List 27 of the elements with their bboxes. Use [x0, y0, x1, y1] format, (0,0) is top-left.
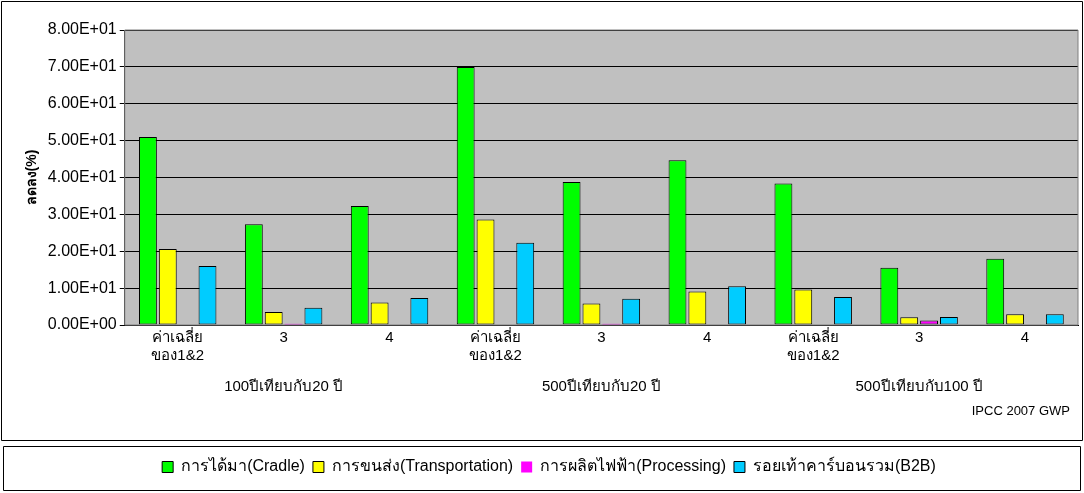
y-tick-label: 6.00E+01 [47, 94, 117, 112]
x-tick-label: ค่าเฉลี่ย ของ1&2 [151, 326, 205, 364]
x-tick-label: ค่าเฉลี่ย ของ1&2 [469, 326, 522, 364]
y-tick-label: 0.00E+00 [47, 315, 117, 333]
y-tick-label: 1.00E+01 [47, 278, 117, 296]
y-tick-label: 2.00E+01 [47, 241, 117, 259]
y-tick-label: 5.00E+01 [47, 131, 117, 149]
x-tick-label: 4 [385, 328, 394, 346]
x-tick-label: 4 [1020, 328, 1030, 346]
legend-label: รอยเท้าคาร์บอนรวม(B2B) [752, 456, 936, 475]
y-tick-label: 8.00E+01 [47, 20, 117, 38]
legend-label: การขนส่ง(Transportation) [331, 457, 514, 475]
x-tick-label: 3 [914, 328, 924, 346]
x-tick-label: ค่าเฉลี่ย ของ1&2 [786, 326, 840, 364]
x-tick-label: 3 [597, 328, 606, 346]
y-tick-label: 7.00E+01 [47, 57, 117, 75]
text: 500ปีเทียบกับ100 ปี [855, 377, 983, 395]
x-tick-label: 4 [703, 328, 712, 346]
y-tick-label: 3.00E+01 [47, 204, 117, 222]
text: 500ปีเทียบกับ20 ปี [541, 377, 661, 395]
x-tick-label: 3 [279, 328, 288, 346]
y-tick-label: 4.00E+01 [47, 167, 117, 185]
legend-label: การผลิตไฟฟ้า(Processing) [540, 456, 726, 475]
text: IPCC 2007 GWP [971, 402, 1070, 418]
text: 100ปีเทียบกับ20 ปี [224, 377, 344, 395]
legend-label: การได้มา(Cradle) [181, 456, 305, 475]
y-axis-title: ลดลง(%) [23, 149, 40, 206]
